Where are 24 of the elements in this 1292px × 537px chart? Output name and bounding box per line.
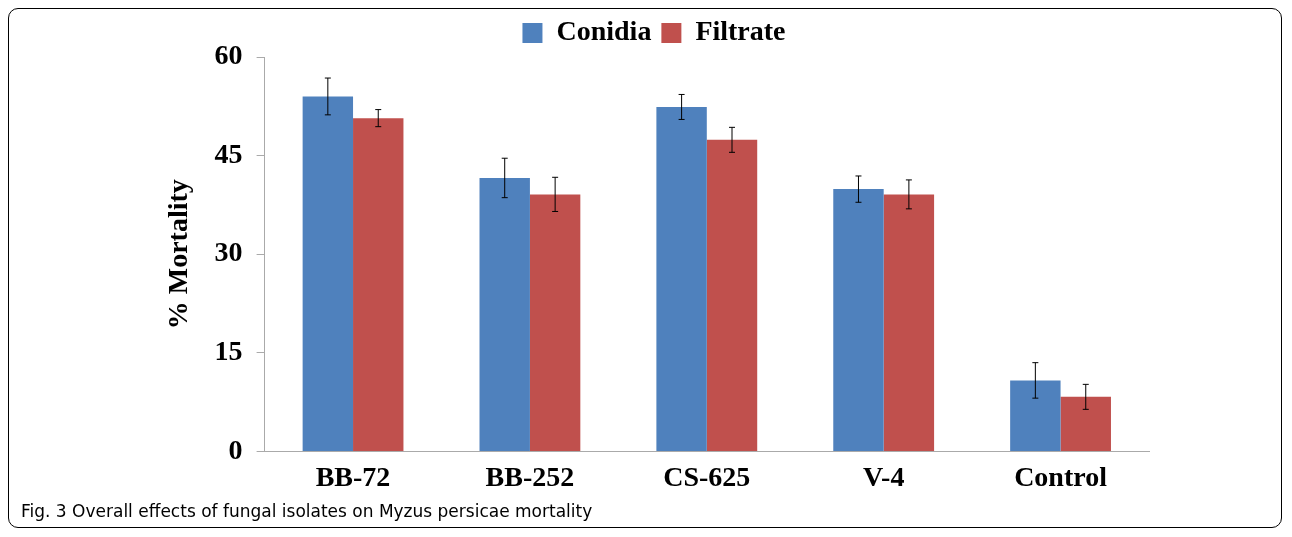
bar (883, 194, 935, 451)
y-axis-title: % Mortality (162, 179, 194, 330)
bar (353, 118, 404, 451)
bar (833, 189, 884, 451)
x-tick-label: BB-252 (485, 461, 575, 493)
legend-label: Filtrate (695, 15, 786, 47)
bar (656, 106, 707, 451)
bar (1010, 380, 1061, 451)
y-tick-label: 45 (214, 137, 243, 169)
x-tick-label: Control (1014, 461, 1108, 493)
y-tick-label: 0 (228, 433, 243, 465)
y-tick-label: 15 (214, 335, 243, 367)
legend-label: Conidia (556, 15, 652, 47)
bar (529, 194, 581, 451)
bar (706, 139, 758, 451)
x-tick-label: BB-72 (315, 461, 391, 493)
x-tick-label: V-4 (862, 461, 905, 493)
bar (1060, 396, 1111, 451)
y-tick-label: 60 (214, 39, 243, 71)
bar (479, 177, 530, 451)
x-tick-label: CS-625 (663, 461, 751, 493)
bar (302, 96, 354, 451)
y-tick-label: 30 (214, 236, 243, 268)
caption: Fig. 3 Overall effects of fungal isolates on Myzus persicae mortality (20, 500, 594, 523)
